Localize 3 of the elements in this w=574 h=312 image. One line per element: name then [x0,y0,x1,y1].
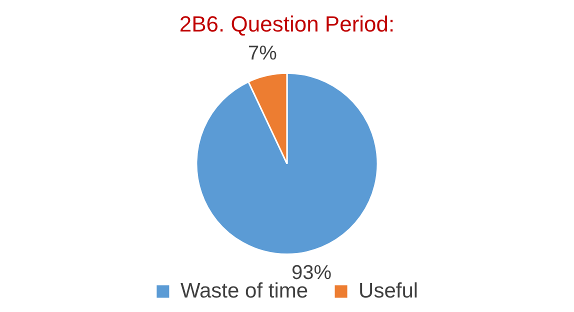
data-label: 7% [248,42,278,64]
chart-title: 2B6. Question Period: [179,11,395,36]
legend-label: Useful [358,279,418,302]
